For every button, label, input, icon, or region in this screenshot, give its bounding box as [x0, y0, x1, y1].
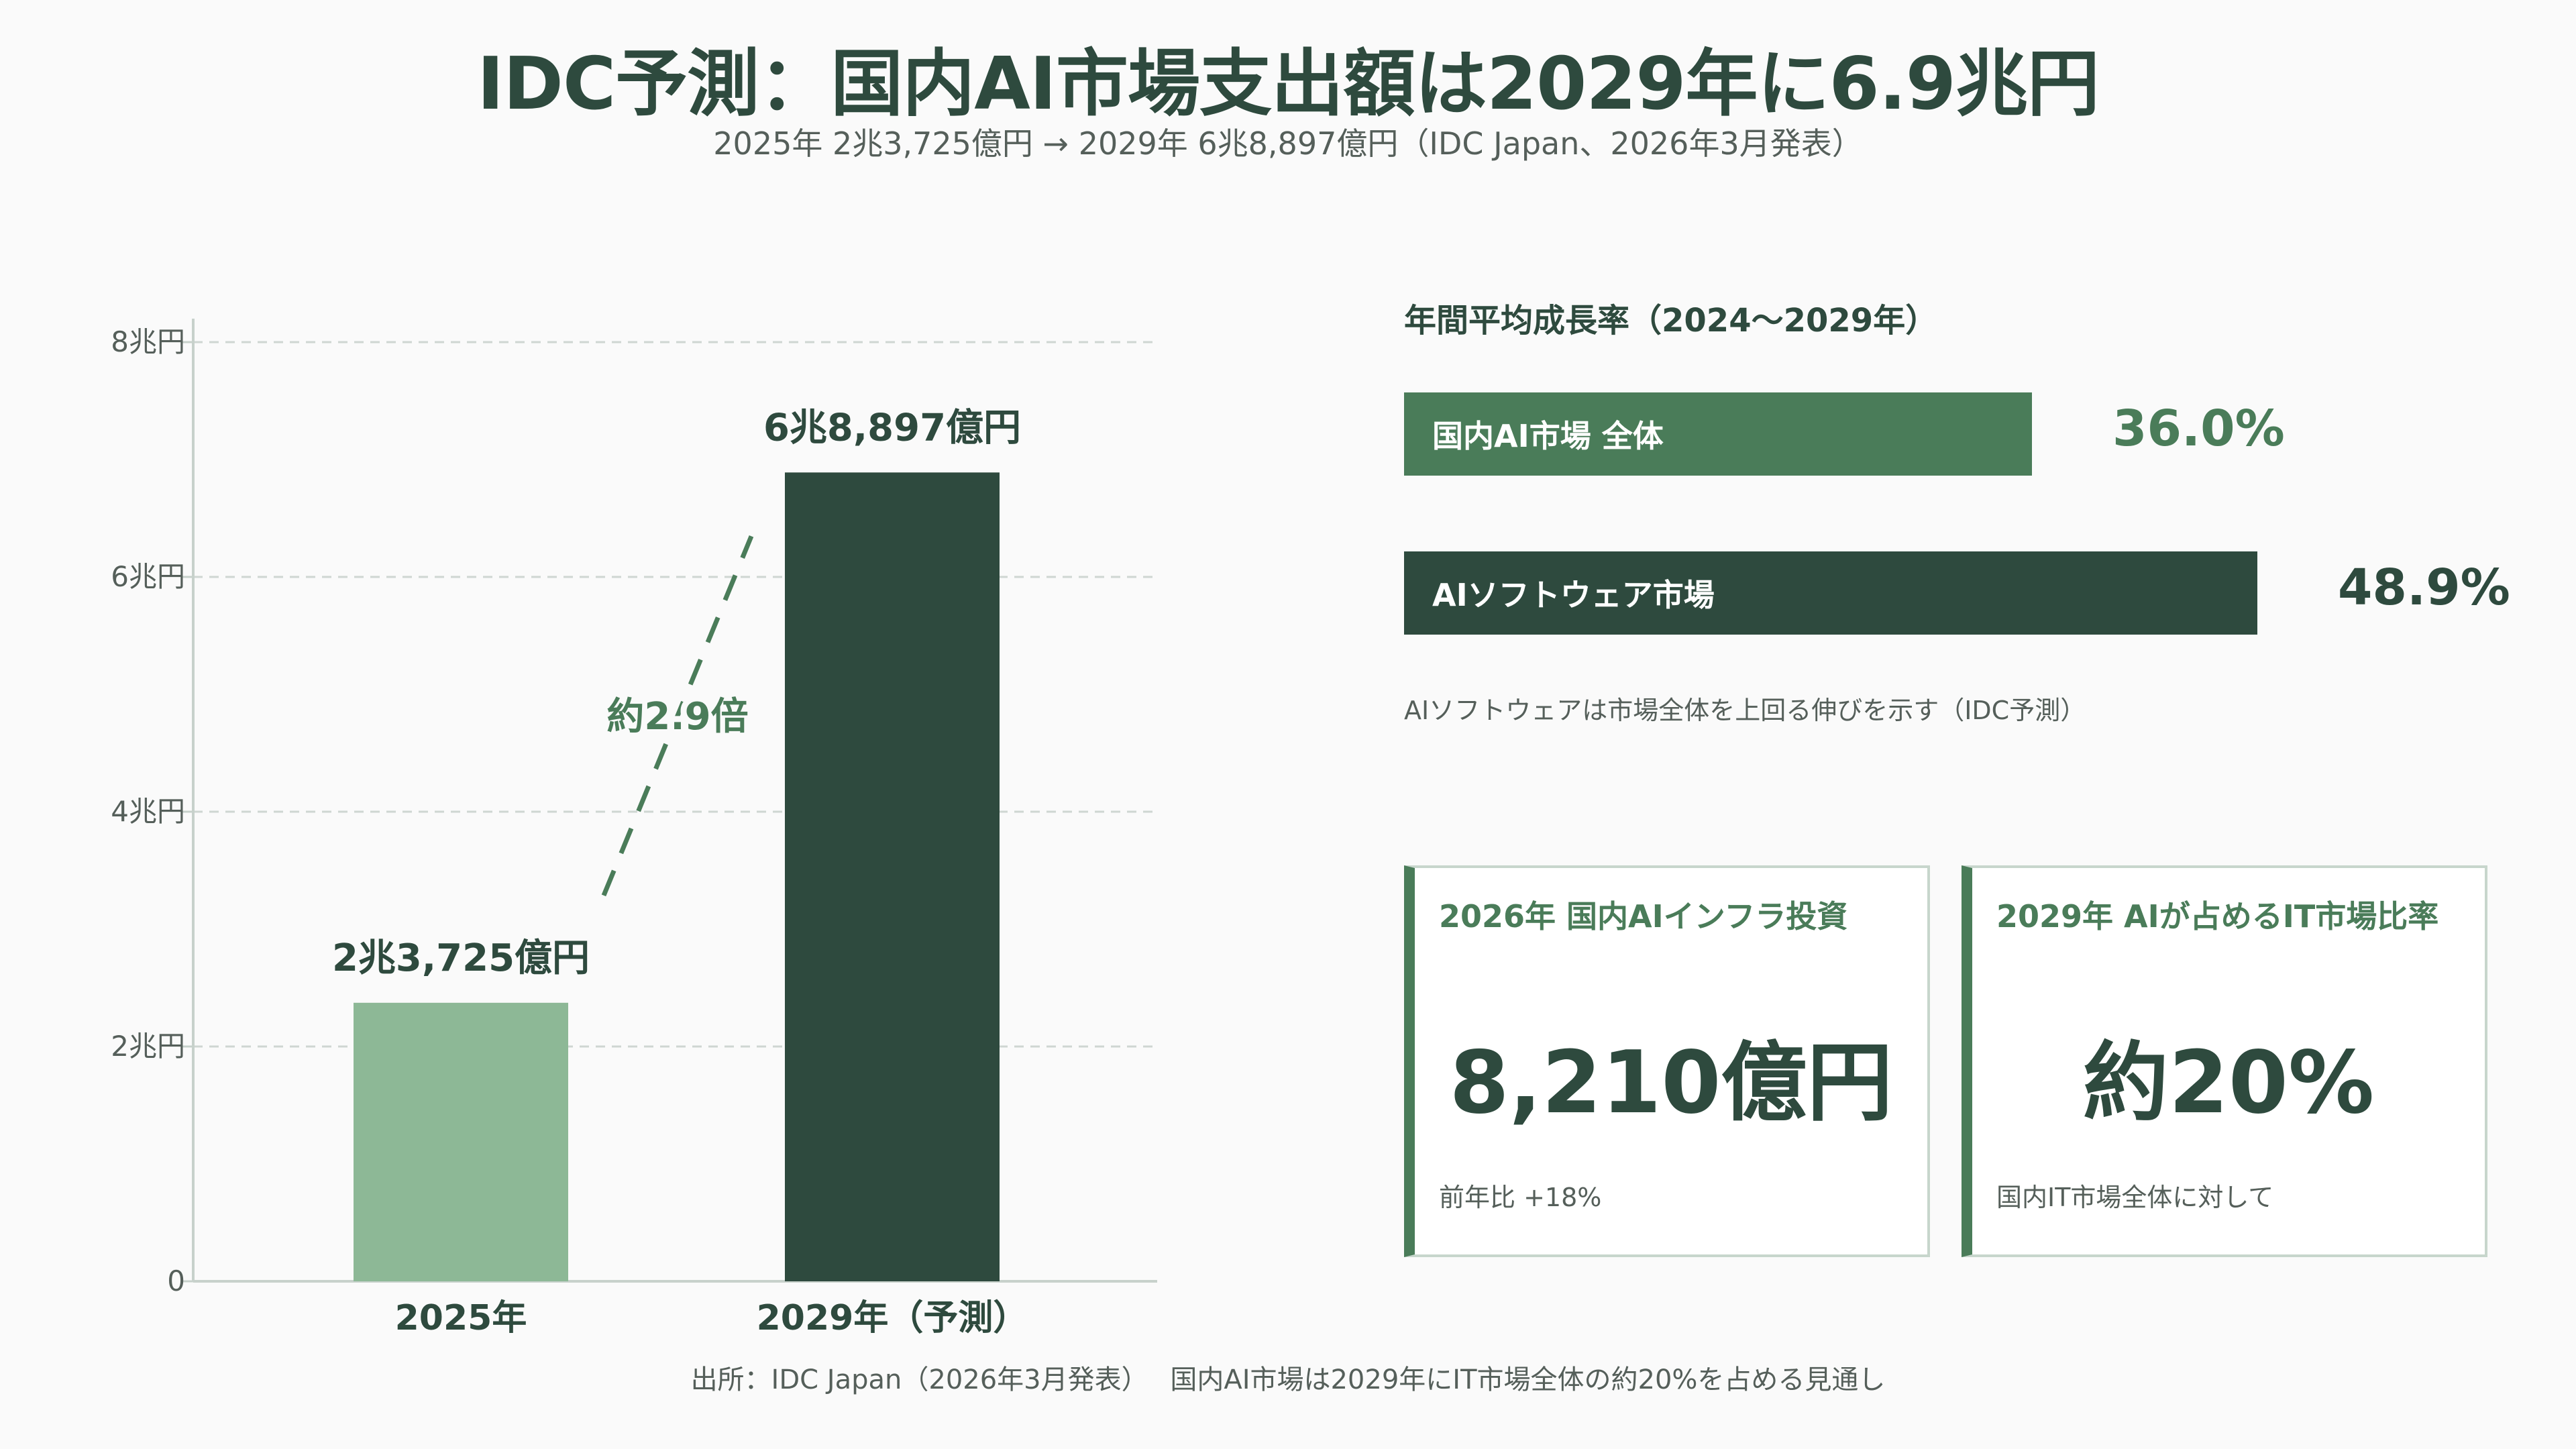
y-tick-label: 8兆円 [111, 325, 185, 358]
growth-bar-label: 国内AI市場 全体 [1432, 418, 1664, 454]
bar-1 [354, 1002, 568, 1281]
bar-2 [785, 472, 1000, 1281]
y-tick-label: 6兆円 [111, 560, 185, 593]
growth-dashed-line [601, 535, 754, 897]
bar-chart: 0 2兆円 4兆円 6兆円 8兆円 2兆3,725億円 2025年 6兆8,897億円 2029… [111, 319, 1157, 1338]
card-label: 2026年 国内AIインフラ投資 [1439, 898, 1848, 934]
growth-value-software: 48.9% [2338, 559, 2510, 616]
growth-note: AIソフトウェアは市場全体を上回る伸びを示す（IDC予測） [1404, 696, 2086, 725]
growth-bar-total: 国内AI市場 全体 [1404, 392, 2032, 476]
card-ai-it-share: 2029年 AIが占めるIT市場比率 約20% 国内IT市場全体に対して [1962, 865, 2487, 1257]
growth-bar-software: AIソフトウェア市場 [1404, 551, 2257, 635]
card-note: 国内IT市場全体に対して [1996, 1183, 2274, 1212]
card-value: 約20% [2082, 1033, 2375, 1133]
page-subtitle: 2025年 2兆3,725億円 → 2029年 6兆8,897億円（IDC Ja… [713, 125, 1863, 162]
growth-annotation: 約2.9倍 [606, 695, 748, 739]
card-label: 2029年 AIが占めるIT市場比率 [1996, 898, 2439, 934]
x-category-label: 2025年 [395, 1298, 527, 1338]
card-note: 前年比 +18% [1439, 1183, 1602, 1212]
growth-value-total: 36.0% [2112, 400, 2285, 458]
page-title: IDC予測：国内AI市場支出額は2029年に6.9兆円 [477, 42, 2100, 126]
y-tick-label: 4兆円 [111, 795, 185, 828]
card-ai-infra-investment: 2026年 国内AIインフラ投資 8,210億円 前年比 +18% [1404, 865, 1930, 1257]
y-tick-label: 0 [167, 1265, 185, 1297]
y-tick-label: 2兆円 [111, 1030, 185, 1063]
source-footer: 出所：IDC Japan（2026年3月発表） 国内AI市場は2029年にIT市… [690, 1364, 1886, 1395]
bar-value-label: 6兆8,897億円 [763, 406, 1021, 449]
x-category-label: 2029年（予測） [757, 1298, 1028, 1338]
growth-rate-heading: 年間平均成長率（2024〜2029年） [1404, 302, 1938, 339]
growth-bar-label: AIソフトウェア市場 [1432, 577, 1715, 613]
card-value: 8,210億円 [1449, 1033, 1893, 1133]
bar-value-label: 2兆3,725億円 [332, 936, 590, 980]
